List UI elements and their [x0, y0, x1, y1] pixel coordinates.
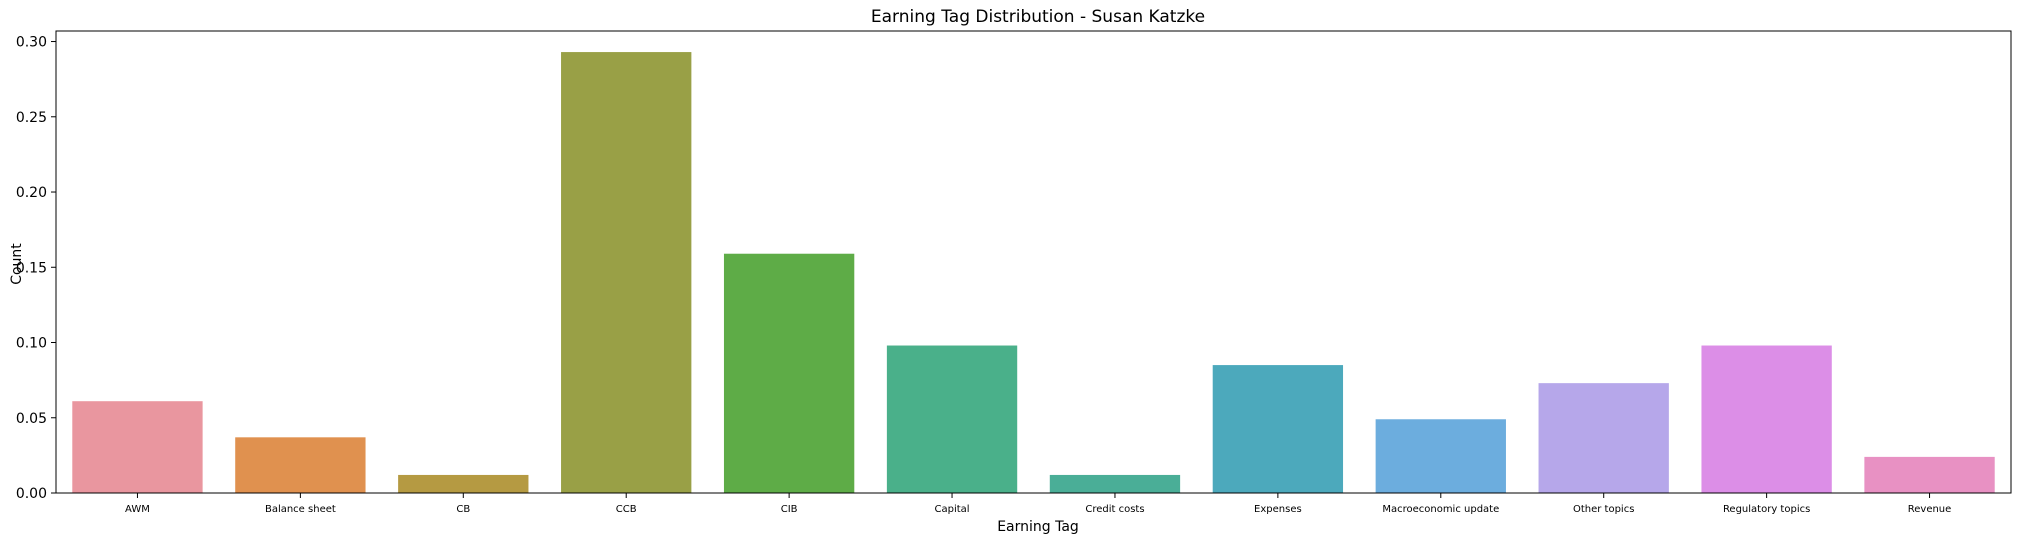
y-tick-label: 0.25	[16, 110, 47, 126]
bar-expenses	[1212, 365, 1344, 493]
x-tick-label: CB	[456, 504, 470, 515]
bars-group	[72, 52, 1995, 493]
x-tick-label: CCB	[616, 504, 637, 515]
x-tick-label: Revenue	[1908, 504, 1952, 515]
bar-ccb	[561, 52, 692, 493]
y-tick-label: 0.30	[16, 35, 47, 51]
x-tick-label: AWM	[125, 504, 150, 515]
x-axis: AWM Balance sheet CB CCB CIB Capital Credit co…	[125, 493, 1951, 515]
bar-balance-sheet	[235, 437, 366, 493]
chart-title: Earning Tag Distribution - Susan Katzke	[871, 7, 1205, 27]
x-tick-label: Capital	[935, 504, 970, 515]
bar-cb	[398, 474, 529, 493]
x-axis-label: Earning Tag	[997, 519, 1079, 535]
x-tick-label: Other topics	[1573, 504, 1634, 515]
y-tick-label: 0.10	[16, 336, 47, 352]
x-tick-label: CIB	[781, 504, 798, 515]
bar-macroeconomic-update	[1375, 419, 1506, 493]
bar-capital	[886, 345, 1018, 493]
bar-other-topics	[1538, 383, 1669, 493]
y-axis-label: Count	[9, 243, 25, 285]
x-tick-label: Credit costs	[1085, 504, 1144, 515]
bar-awm	[72, 401, 203, 493]
x-tick-label: Balance sheet	[265, 504, 336, 515]
x-tick-label: Regulatory topics	[1723, 504, 1810, 515]
y-tick-label: 0.15	[16, 260, 47, 276]
bar-revenue	[1864, 456, 1995, 493]
y-tick-label: 0.20	[16, 185, 47, 201]
x-tick-label: Macroeconomic update	[1382, 504, 1499, 515]
plot-frame	[55, 30, 2012, 494]
y-axis: 0.00 0.05 0.10 0.15 0.20 0.25 0.30	[16, 35, 56, 502]
bar-regulatory-topics	[1701, 345, 1832, 493]
y-tick-label: 0.00	[16, 486, 47, 502]
y-tick-label: 0.05	[16, 411, 47, 427]
bar-credit-costs	[1049, 474, 1181, 493]
x-tick-label: Expenses	[1254, 504, 1302, 515]
bar-cib	[723, 253, 855, 493]
